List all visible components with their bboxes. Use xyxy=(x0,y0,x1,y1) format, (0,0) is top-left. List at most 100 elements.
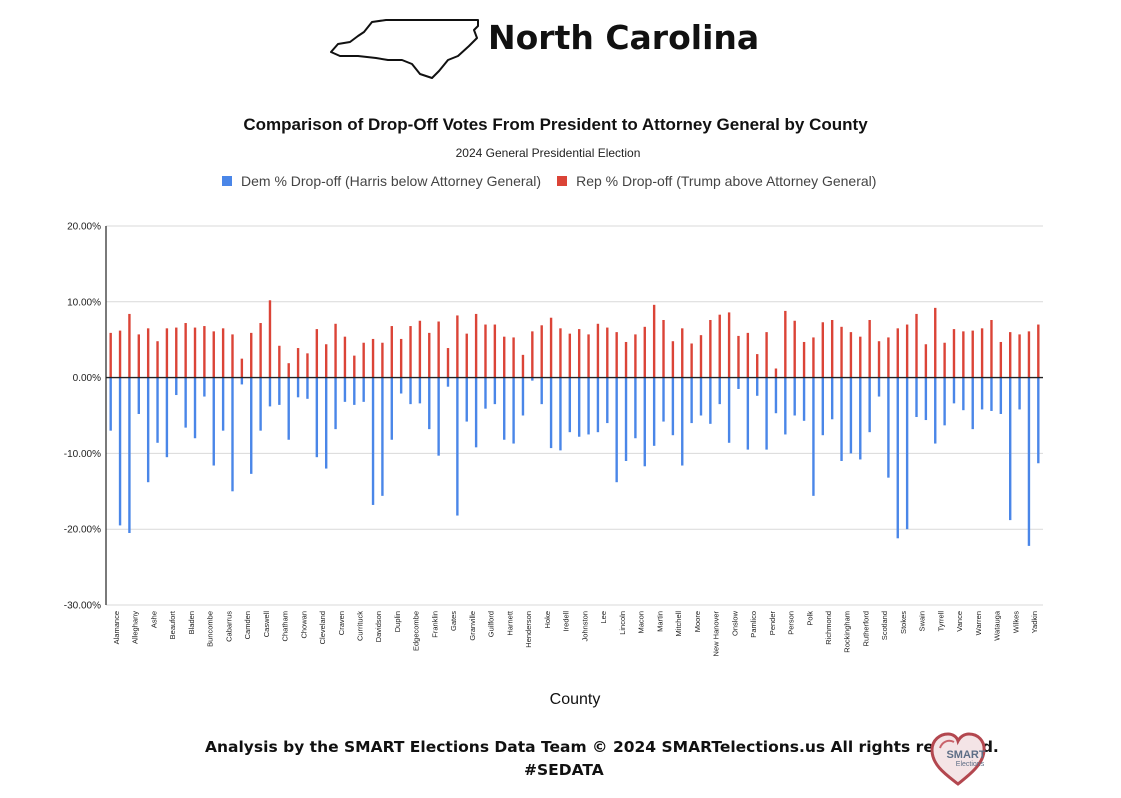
x-tick-label: Alamance xyxy=(112,611,121,644)
rep-bar xyxy=(503,336,506,378)
x-tick-label: Cabarrus xyxy=(224,611,233,642)
dem-bar xyxy=(287,377,290,440)
rep-bar xyxy=(343,336,347,378)
dem-bar xyxy=(962,377,965,411)
x-tick-label: Buncombe xyxy=(206,611,215,647)
rep-bar xyxy=(784,310,787,378)
rep-bar xyxy=(821,322,825,378)
dem-bar xyxy=(156,377,159,443)
rep-bar xyxy=(418,320,422,378)
rep-bar xyxy=(634,334,637,378)
x-tick-label: Yadkin xyxy=(1030,611,1039,633)
x-tick-label: Vance xyxy=(955,611,964,632)
rep-bar xyxy=(437,321,440,378)
dem-bar xyxy=(362,377,365,402)
x-tick-label: Cleveland xyxy=(318,611,327,644)
rep-bar xyxy=(324,344,328,378)
gridlines xyxy=(106,225,1043,606)
rep-bar xyxy=(109,332,112,378)
rep-bar xyxy=(259,323,262,378)
rep-bar xyxy=(493,324,497,378)
dem-bar xyxy=(175,377,178,396)
dem-bar xyxy=(1018,377,1021,410)
rep-bar xyxy=(1009,332,1012,378)
rep-bar xyxy=(231,334,234,378)
rep-bar xyxy=(896,328,899,378)
x-tick-label: Pender xyxy=(768,611,777,636)
dem-bar xyxy=(446,377,450,387)
dem-bar xyxy=(662,377,665,422)
rep-bar xyxy=(774,368,778,378)
rep-bar xyxy=(268,300,272,378)
dem-bar xyxy=(334,377,337,430)
rep-bar xyxy=(887,337,890,378)
x-tick-label: Pamlico xyxy=(749,611,758,638)
dem-bar xyxy=(746,377,750,450)
rep-bar xyxy=(840,326,843,378)
x-tick-label: Richmond xyxy=(824,611,833,645)
dem-bar xyxy=(390,377,393,440)
x-tick-label: Camden xyxy=(243,611,252,639)
rep-bar xyxy=(381,342,384,378)
dem-bar xyxy=(756,377,759,396)
legend-label-rep: Rep % Drop-off (Trump above Attorney Gen… xyxy=(576,173,877,189)
dem-bar xyxy=(221,377,225,431)
bars xyxy=(109,300,1040,546)
rep-bar xyxy=(924,344,928,378)
state-title: North Carolina xyxy=(488,18,760,57)
rep-bar xyxy=(915,313,918,378)
rep-bar xyxy=(812,337,815,378)
x-tick-label: Tyrrell xyxy=(936,611,945,632)
x-tick-label: Duplin xyxy=(393,611,402,632)
dem-bar xyxy=(428,377,431,430)
dem-bar xyxy=(343,377,347,402)
rep-bar xyxy=(353,355,356,378)
dem-bar xyxy=(727,377,731,443)
y-tick-label: -10.00% xyxy=(64,449,101,460)
dem-bar xyxy=(784,377,787,435)
dem-bar xyxy=(137,377,140,414)
rep-bar xyxy=(165,328,169,378)
rep-bar xyxy=(203,326,206,378)
dem-bar xyxy=(812,377,815,496)
dem-bar xyxy=(371,377,375,505)
rep-bar xyxy=(943,342,946,378)
y-tick-label: 0.00% xyxy=(73,373,101,384)
x-tick-label: Chowan xyxy=(299,611,308,639)
dem-bar xyxy=(1009,377,1012,521)
dem-bar xyxy=(971,377,974,430)
rep-bar xyxy=(999,341,1003,378)
dem-bar xyxy=(296,377,300,398)
rep-bar xyxy=(446,348,450,378)
x-tick-label: Johnston xyxy=(580,611,589,641)
rep-bar xyxy=(175,327,178,378)
smart-elections-logo: SMART Elections xyxy=(930,732,986,786)
x-tick-label: Edgecombe xyxy=(412,611,421,651)
x-tick-label: Guilford xyxy=(487,611,496,637)
dem-bar xyxy=(418,377,422,404)
dem-bar xyxy=(493,377,497,405)
dem-bar xyxy=(503,377,506,440)
dem-bar xyxy=(306,377,309,399)
header: North Carolina xyxy=(0,0,1121,90)
rep-bar xyxy=(681,328,684,378)
x-tick-label: Lincoln xyxy=(618,611,627,635)
x-tick-label: Stokes xyxy=(899,611,908,634)
rep-bar xyxy=(587,334,590,378)
rep-bar xyxy=(718,314,721,378)
rep-bar xyxy=(540,325,543,378)
dem-bar xyxy=(999,377,1003,414)
rep-bar xyxy=(559,328,562,378)
dem-bar xyxy=(718,377,721,405)
x-tick-label: Onslow xyxy=(730,610,739,636)
rep-bar xyxy=(606,327,609,378)
rep-bar xyxy=(334,323,337,378)
dem-bar xyxy=(793,377,796,416)
x-tick-label: Wilkes xyxy=(1011,611,1020,633)
bar-chart: 20.00% 10.00% 0.00% -10.00% -20.00% -30.00% A… xyxy=(64,222,1043,708)
dem-bar xyxy=(887,377,890,478)
rep-bar xyxy=(287,363,290,378)
dem-bar xyxy=(652,377,656,446)
rep-bar xyxy=(765,332,768,378)
rep-bar xyxy=(146,328,150,378)
